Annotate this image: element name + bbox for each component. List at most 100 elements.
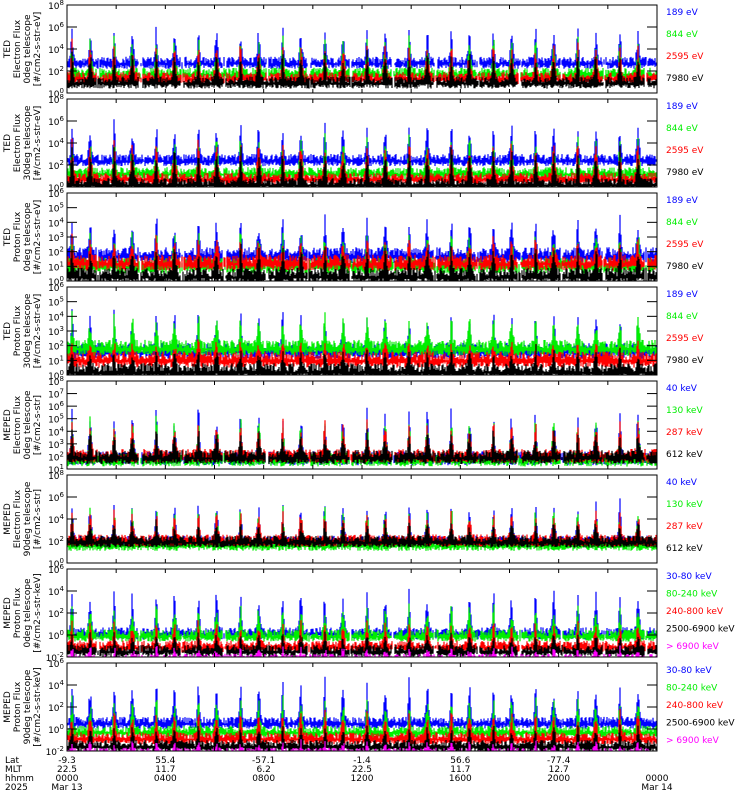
x-tick-label: -77.4 — [547, 756, 571, 766]
y-tick-label: 105 — [48, 296, 64, 309]
y-axis-label: 90deg telescope — [23, 481, 33, 556]
x-tick-label: -1.4 — [353, 756, 371, 766]
y-axis-label: [#/cm2-s-str-eV] — [33, 294, 43, 369]
y-tick-label: 104 — [48, 513, 64, 526]
x-tick-label: 0800 — [252, 774, 275, 784]
y-axis-label: [#/cm2-s-str-keV] — [33, 667, 43, 746]
legend-entry: > 6900 keV — [666, 736, 720, 746]
y-axis-label: [#/cm2-s-str] — [33, 489, 43, 549]
y-axis-label: Electron Flux — [13, 489, 23, 548]
legend-entry: 130 keV — [666, 406, 703, 416]
legend-entry: 240-800 keV — [666, 607, 724, 617]
legend-entry: 2595 eV — [666, 334, 704, 344]
y-axis-label: 0deg telescope — [23, 390, 33, 460]
y-axis-label: Electron Flux — [13, 113, 23, 172]
y-axis-label: 0deg telescope — [23, 14, 33, 84]
y-tick-label: 104 — [48, 43, 64, 56]
y-tick-label: 102 — [48, 246, 64, 259]
y-tick-label: 100 — [48, 87, 64, 100]
y-axis-label: Proton Flux — [13, 305, 23, 356]
legend-entry: 2595 eV — [666, 146, 704, 156]
y-axis-label: [#/cm2-s-str] — [33, 395, 43, 455]
series-80-240-kev — [67, 603, 657, 642]
y-tick-label: 103 — [48, 438, 64, 451]
y-axis-label: [#/cm2-s-str-eV] — [33, 200, 43, 275]
y-tick-label: 104 — [48, 585, 64, 598]
x-axis-row-label: MLT — [5, 765, 23, 775]
y-axis-label: 30deg telescope — [23, 105, 33, 180]
legend-entry: 844 eV — [666, 30, 699, 40]
x-tick-label: 22.5 — [352, 765, 372, 775]
y-tick-label: 108 — [48, 93, 64, 106]
series-612-kev — [67, 429, 657, 464]
legend-entry: 189 eV — [666, 196, 699, 206]
y-tick-label: 104 — [48, 310, 64, 323]
x-tick-label: 6.2 — [257, 765, 271, 775]
y-axis-label: 30deg telescope — [23, 293, 33, 368]
legend-entry: 30-80 keV — [666, 666, 712, 676]
x-axis-row-label: Lat — [5, 756, 20, 766]
y-axis-label: TED — [3, 134, 13, 153]
y-axis-label: 90deg telescope — [23, 669, 33, 744]
y-tick-label: 10-2 — [46, 745, 64, 758]
y-tick-label: 106 — [48, 400, 64, 413]
legend-entry: 7980 eV — [666, 74, 704, 84]
legend-entry: 80-240 keV — [666, 684, 718, 694]
y-axis-label: MEPED — [3, 597, 13, 629]
y-tick-label: 100 — [48, 181, 64, 194]
y-axis-label: Electron Flux — [13, 19, 23, 78]
legend-entry: 80-240 keV — [666, 590, 718, 600]
series-7980-ev — [67, 243, 657, 281]
y-tick-label: 105 — [48, 413, 64, 426]
y-axis-label: TED — [3, 322, 13, 341]
x-tick-label: 0000 — [646, 774, 669, 784]
legend-entry: 7980 eV — [666, 168, 704, 178]
x-tick-label: 56.6 — [450, 756, 470, 766]
y-axis-label: [#/cm2-s-str-keV] — [33, 573, 43, 652]
y-tick-label: 105 — [48, 202, 64, 215]
y-axis-label: TED — [3, 40, 13, 59]
y-tick-label: 106 — [48, 21, 64, 34]
y-tick-label: 100 — [48, 557, 64, 570]
y-tick-label: 104 — [48, 425, 64, 438]
series-7980-ev — [67, 50, 657, 89]
y-axis-label: Electron Flux — [13, 395, 23, 454]
y-tick-label: 102 — [48, 159, 64, 172]
y-tick-label: 102 — [48, 607, 64, 620]
legend-entry: 189 eV — [666, 8, 699, 18]
y-axis-label: MEPED — [3, 691, 13, 723]
series-612-kev — [67, 519, 657, 548]
x-tick-label: Mar 13 — [51, 783, 82, 793]
legend-entry: 240-800 keV — [666, 701, 724, 711]
legend-entry: 7980 eV — [666, 262, 704, 272]
y-axis-label: Proton Flux — [13, 211, 23, 262]
x-tick-label: 0400 — [154, 774, 177, 784]
y-tick-label: 102 — [48, 340, 64, 353]
x-tick-label: 1200 — [351, 774, 374, 784]
y-tick-label: 106 — [48, 281, 64, 294]
y-tick-label: 108 — [48, 469, 64, 482]
x-tick-label: Mar 14 — [641, 783, 673, 793]
legend-entry: 844 eV — [666, 124, 699, 134]
x-tick-label: 22.5 — [57, 765, 77, 775]
legend-entry: 844 eV — [666, 218, 699, 228]
legend-entry: 2500-6900 keV — [666, 719, 735, 729]
legend-entry: 287 keV — [666, 428, 703, 438]
y-tick-label: 10-2 — [46, 651, 64, 664]
x-axis-row-label: hhmm — [5, 774, 34, 784]
y-axis-label: Proton Flux — [13, 681, 23, 732]
y-tick-label: 100 — [48, 275, 64, 288]
y-tick-label: 106 — [48, 115, 64, 128]
series-2595-ev — [67, 339, 657, 368]
series-2500-6900-kev — [67, 631, 657, 657]
x-tick-label: 11.7 — [155, 765, 175, 775]
y-tick-label: 106 — [48, 491, 64, 504]
x-tick-label: 0000 — [56, 774, 79, 784]
y-axis-label: MEPED — [3, 409, 13, 441]
y-tick-label: 107 — [48, 388, 64, 401]
legend-entry: 40 keV — [666, 478, 698, 488]
x-tick-label: 55.4 — [155, 756, 175, 766]
legend-entry: 612 keV — [666, 450, 703, 460]
legend-entry: 2595 eV — [666, 52, 704, 62]
